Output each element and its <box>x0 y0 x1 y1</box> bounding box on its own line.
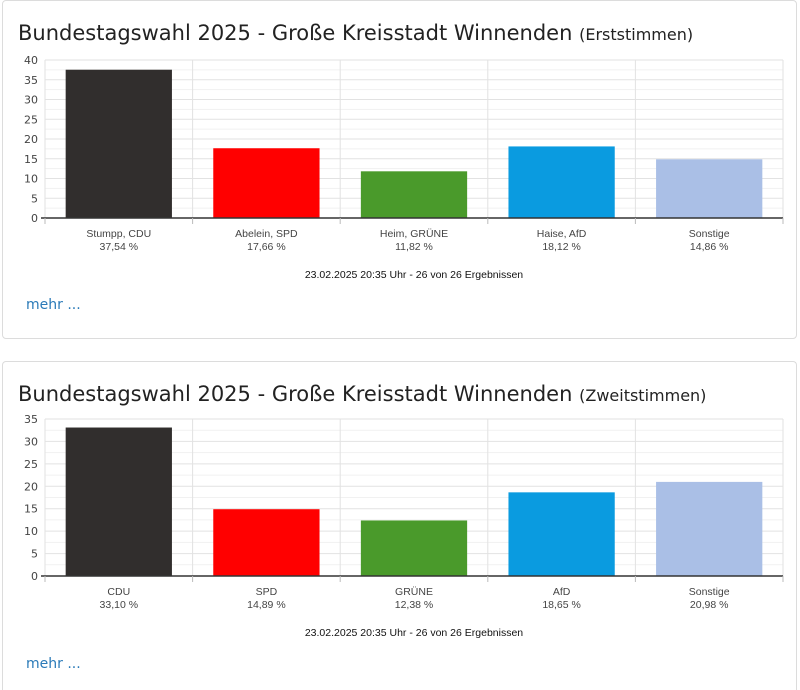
data-label: 18,12 % <box>542 241 581 253</box>
y-tick-label: 10 <box>24 525 38 538</box>
zweitstimmen-panel: Bundestagswahl 2025 - Große Kreisstadt W… <box>2 361 797 690</box>
x-tick-label: AfD <box>553 586 571 598</box>
erststimmen-panel: Bundestagswahl 2025 - Große Kreisstadt W… <box>2 0 797 339</box>
data-label: 14,86 % <box>690 241 729 253</box>
y-tick-label: 40 <box>24 54 38 67</box>
x-tick-label: CDU <box>107 586 130 598</box>
data-label: 20,98 % <box>690 599 729 611</box>
y-tick-label: 5 <box>31 192 38 205</box>
more-link[interactable]: mehr ... <box>26 656 81 672</box>
y-tick-label: 0 <box>31 212 38 225</box>
result-note: 23.02.2025 20:35 Uhr - 26 von 26 Ergebni… <box>305 627 523 639</box>
y-tick-label: 20 <box>24 480 38 493</box>
data-label: 17,66 % <box>247 241 286 253</box>
bar <box>65 427 172 576</box>
chart-title: Bundestagswahl 2025 - Große Kreisstadt W… <box>18 21 573 45</box>
y-tick-label: 5 <box>31 548 38 561</box>
bar <box>360 171 468 218</box>
bar <box>656 159 763 218</box>
y-tick-label: 15 <box>24 503 38 516</box>
result-note: 23.02.2025 20:35 Uhr - 26 von 26 Ergebni… <box>305 269 523 281</box>
chart-title: Bundestagswahl 2025 - Große Kreisstadt W… <box>18 382 573 406</box>
y-tick-label: 25 <box>24 458 38 471</box>
more-link[interactable]: mehr ... <box>26 297 81 313</box>
y-tick-label: 35 <box>24 74 38 87</box>
x-tick-label: GRÜNE <box>395 586 433 598</box>
y-tick-label: 30 <box>24 435 38 448</box>
bar <box>508 146 615 218</box>
bar <box>213 509 320 576</box>
x-tick-label: Sonstige <box>689 228 730 240</box>
x-tick-label: Sonstige <box>689 586 730 598</box>
x-tick-label: Haise, AfD <box>537 228 587 240</box>
y-tick-label: 25 <box>24 113 38 126</box>
chart-subtitle: (Zweitstimmen) <box>579 386 707 405</box>
panel-title: Bundestagswahl 2025 - Große Kreisstadt W… <box>18 382 706 406</box>
data-label: 12,38 % <box>395 599 434 611</box>
x-tick-label: Abelein, SPD <box>235 228 298 240</box>
data-label: 37,54 % <box>100 241 139 253</box>
data-label: 11,82 % <box>395 241 433 253</box>
y-tick-label: 30 <box>24 94 38 107</box>
bar <box>213 148 320 218</box>
x-tick-label: Heim, GRÜNE <box>380 228 448 240</box>
bar <box>65 69 172 218</box>
y-tick-label: 0 <box>31 570 38 583</box>
y-tick-label: 15 <box>24 153 38 166</box>
data-label: 14,89 % <box>247 599 286 611</box>
chart-subtitle: (Erststimmen) <box>579 25 694 44</box>
bar <box>656 481 763 576</box>
bar <box>508 492 615 576</box>
x-tick-label: SPD <box>256 586 278 598</box>
bar <box>360 520 468 576</box>
y-tick-label: 10 <box>24 173 38 186</box>
y-tick-label: 35 <box>24 413 38 426</box>
data-label: 18,65 % <box>542 599 581 611</box>
data-label: 33,10 % <box>100 599 139 611</box>
y-tick-label: 20 <box>24 133 38 146</box>
panel-title: Bundestagswahl 2025 - Große Kreisstadt W… <box>18 21 693 45</box>
x-tick-label: Stumpp, CDU <box>86 228 151 240</box>
